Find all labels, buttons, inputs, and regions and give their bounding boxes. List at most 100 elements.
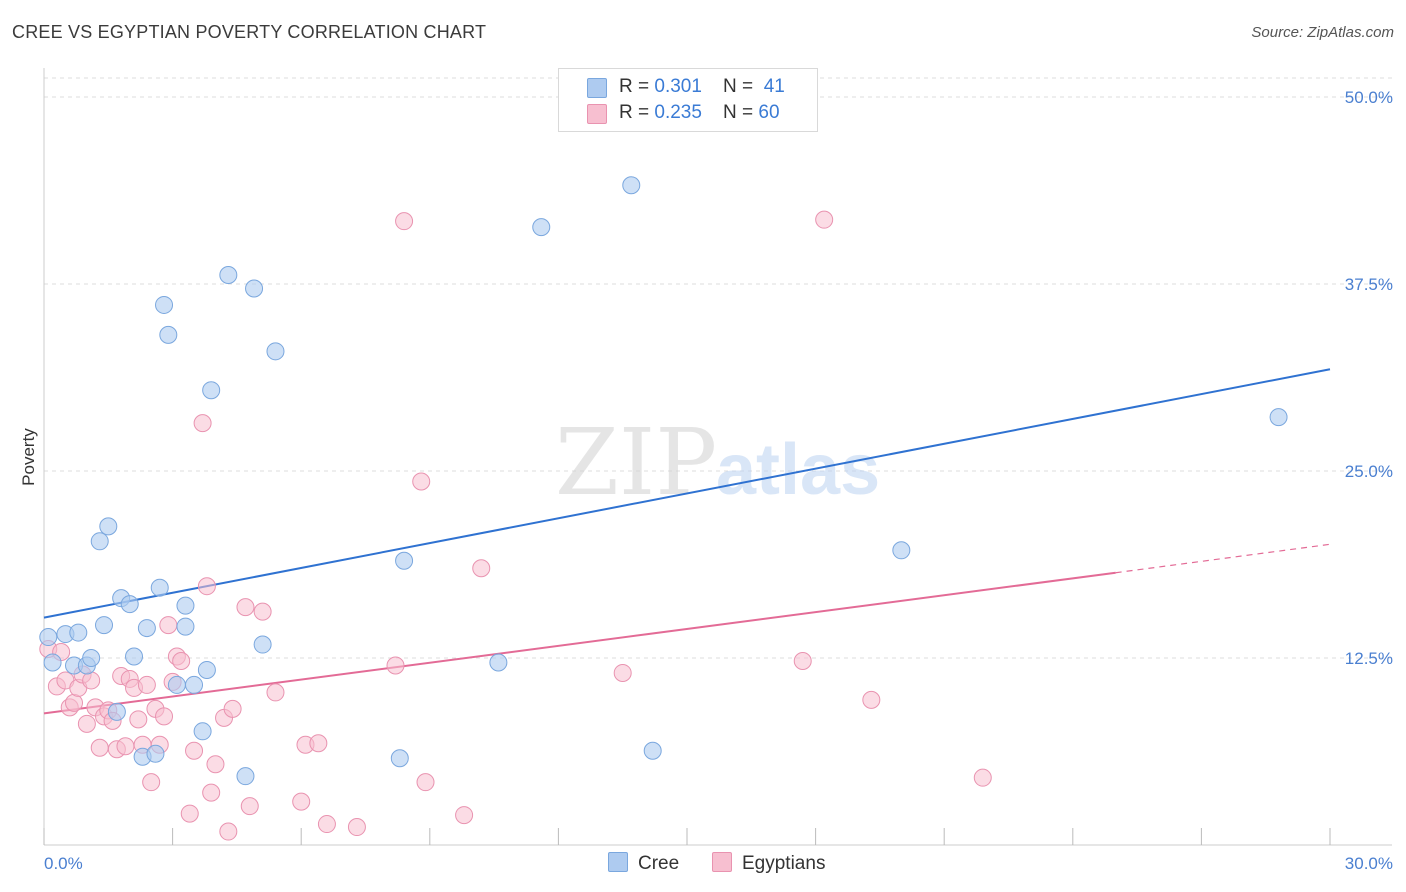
x-tick-label-0: 0.0%: [44, 854, 83, 873]
cree-point-33: [395, 551, 414, 570]
bottom-legend-swatch-egyptians: [712, 852, 732, 872]
cree-point-20: [167, 675, 186, 694]
egyptians-point-50: [395, 212, 414, 231]
cree-point-23: [185, 675, 204, 694]
legend-r-value: 0.301: [654, 76, 702, 97]
bottom-legend-egyptians: Egyptians: [712, 852, 825, 875]
egyptians-point-38: [219, 822, 238, 841]
cree-point-34: [489, 653, 508, 672]
cree-points: [39, 176, 1288, 786]
cree-point-26: [202, 381, 221, 400]
bottom-legend-cree: Cree: [608, 852, 679, 875]
egyptians-point-33: [193, 414, 212, 433]
egyptians-point-27: [159, 616, 178, 635]
cree-point-13: [125, 647, 144, 666]
egyptians-point-47: [317, 815, 336, 834]
cree-point-10: [107, 702, 126, 721]
cree-point-9: [99, 517, 118, 536]
egyptians-trend-extension: [1115, 543, 1331, 574]
cree-point-32: [390, 749, 409, 768]
egyptians-points: [39, 210, 992, 841]
egyptians-point-22: [137, 675, 156, 694]
cree-point-15: [137, 619, 156, 638]
egyptians-point-43: [266, 683, 285, 702]
cree-point-27: [219, 266, 238, 285]
y-tick-label-3: 50.0%: [1345, 88, 1393, 107]
egyptians-trend-line: [43, 571, 1116, 715]
egyptians-point-32: [185, 741, 204, 760]
legend-swatch-egyptians: [587, 104, 607, 124]
legend-r-label: R =: [619, 76, 655, 97]
y-tick-label-1: 25.0%: [1345, 462, 1393, 481]
cree-point-37: [643, 741, 662, 760]
bottom-legend-label-egyptians: Egyptians: [742, 853, 826, 874]
bottom-legend-swatch-cree: [608, 852, 628, 872]
legend-n-value: 41: [763, 76, 785, 97]
egyptians-point-49: [386, 656, 405, 675]
egyptians-point-44: [292, 792, 311, 811]
cree-point-38: [892, 541, 911, 560]
cree-point-17: [150, 578, 169, 597]
legend-r-label: R =: [619, 102, 655, 123]
y-tick-label-0: 12.5%: [1345, 649, 1393, 668]
cree-point-0: [39, 628, 58, 647]
egyptians-point-55: [613, 663, 632, 682]
watermark-atlas: atlas: [716, 430, 880, 510]
egyptians-point-26: [155, 707, 174, 726]
egyptians-point-34: [197, 577, 216, 596]
legend-n-value: 60: [758, 102, 780, 123]
cree-point-31: [266, 342, 285, 361]
legend-text-cree: R = 0.301 N = 41: [619, 76, 785, 98]
legend-r-value: 0.235: [654, 102, 702, 123]
egyptians-point-56: [793, 651, 812, 670]
chart-source: Source: ZipAtlas.com: [1251, 24, 1394, 41]
cree-point-28: [236, 767, 255, 786]
cree-point-21: [176, 617, 195, 636]
watermark-zip: ZIP: [555, 409, 717, 516]
egyptians-point-8: [77, 714, 96, 733]
egyptians-point-23: [142, 773, 161, 792]
cree-point-29: [245, 279, 264, 298]
egyptians-point-20: [129, 710, 148, 729]
legend-n-label: N =: [723, 76, 759, 97]
legend-n-label: N =: [723, 102, 759, 123]
egyptians-point-40: [236, 598, 255, 617]
source-name: ZipAtlas.com: [1307, 24, 1394, 41]
cree-point-18: [155, 295, 174, 314]
tick-labels: 12.5% 25.0% 37.5% 50.0% 0.0% 30.0%: [44, 88, 1393, 873]
cree-point-6: [82, 649, 101, 667]
egyptians-point-52: [416, 773, 435, 792]
cree-trend-line: [43, 368, 1331, 619]
cree-point-35: [532, 218, 551, 237]
grid-lines: [44, 77, 1392, 659]
cree-point-30: [253, 635, 272, 654]
cree-point-25: [197, 660, 216, 679]
egyptians-point-39: [223, 699, 242, 718]
cree-point-7: [90, 532, 109, 551]
cree-point-1: [43, 653, 62, 672]
egyptians-point-42: [253, 602, 272, 621]
watermark: ZIP atlas: [555, 409, 880, 516]
y-tick-label-2: 37.5%: [1345, 275, 1393, 294]
egyptians-point-11: [90, 738, 109, 757]
egyptians-point-57: [815, 210, 834, 229]
egyptians-point-48: [347, 818, 366, 837]
egyptians-point-54: [472, 559, 491, 578]
egyptians-point-53: [455, 806, 474, 825]
y-axis-label: Poverty: [19, 428, 38, 486]
correlation-legend: R = 0.301 N = 41 R = 0.235 N = 60: [558, 68, 818, 132]
egyptians-point-46: [309, 734, 328, 753]
egyptians-point-31: [180, 804, 199, 823]
axes: [43, 68, 1392, 846]
egyptians-point-59: [973, 768, 992, 787]
chart-title: CREE VS EGYPTIAN POVERTY CORRELATION CHA…: [12, 22, 487, 42]
x-tick-label-1: 30.0%: [1345, 854, 1393, 873]
egyptians-point-17: [116, 737, 135, 756]
cree-point-8: [95, 616, 114, 635]
egyptians-point-9: [82, 671, 101, 690]
cree-point-12: [120, 595, 139, 614]
trend-lines: [43, 368, 1331, 715]
cree-point-39: [1269, 408, 1288, 427]
cree-point-16: [146, 744, 165, 763]
